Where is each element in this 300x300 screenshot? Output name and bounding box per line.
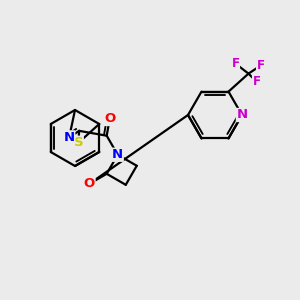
Text: F: F <box>232 57 239 70</box>
Text: S: S <box>74 136 83 149</box>
Text: N: N <box>236 109 247 122</box>
Text: N: N <box>112 148 123 161</box>
Text: F: F <box>256 59 265 72</box>
Text: O: O <box>84 177 95 190</box>
Text: O: O <box>104 112 115 125</box>
Text: N: N <box>64 131 75 144</box>
Text: F: F <box>253 75 260 88</box>
